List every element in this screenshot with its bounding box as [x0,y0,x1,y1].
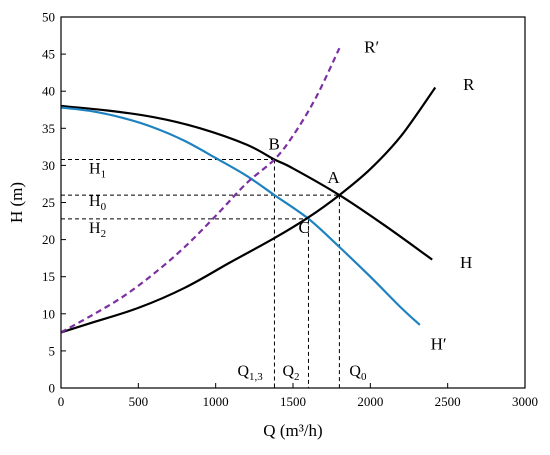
y-axis-label: H (m) [7,182,26,223]
point-label-C: C [298,218,309,237]
point-label-B: B [268,134,279,153]
curve-label-3: H′ [431,334,447,353]
plot-frame [60,16,526,389]
series-line-0 [60,104,433,261]
x-tick-label-0: 0 [58,394,65,409]
x-tick-label-6: 3000 [512,394,538,409]
curve-label-1: R [463,75,475,94]
x-axis-label: Q (m³/h) [263,421,322,440]
y-tick-label-4: 20 [42,232,55,247]
x-tick-label-4: 2000 [357,394,383,409]
y-tick-label-1: 5 [49,343,56,358]
curves [60,47,437,334]
y-tick-label-0: 0 [49,381,56,396]
x-tick-label-5: 2500 [435,394,461,409]
y-tick-label-3: 15 [42,269,55,284]
y-tick-label-10: 50 [42,10,55,25]
guide-label-h2: H2 [89,220,106,240]
point-label-A: A [327,168,340,187]
curve-label-2: H [460,253,472,272]
y-tick-label-8: 40 [42,84,55,99]
annotations: A B C H1 H0 H2 Q1,3 Q2 Q0 R′ R H H′ [89,38,475,383]
x-tick-label-2: 1000 [203,394,229,409]
series-line-2 [60,86,437,334]
q-label-1: Q2 [282,363,299,383]
series-line-3 [60,47,341,334]
y-tick-label-7: 35 [42,121,55,136]
guide-label-h0: H0 [89,193,107,213]
plot-area-border [60,16,526,389]
guide-lines [61,158,340,388]
series-line-1 [60,106,421,326]
x-tick-label-1: 500 [129,394,149,409]
y-tick-label-5: 25 [42,195,55,210]
y-tick-label-9: 45 [42,47,55,62]
x-tick-label-3: 1500 [280,394,306,409]
q-label-2: Q0 [349,363,367,383]
axis-ticks: 0 500 1000 1500 2000 2500 3000 0 5 10 15 20 25 30 35 40… [42,10,538,410]
y-tick-label-2: 10 [42,306,55,321]
y-tick-label-6: 30 [42,158,55,173]
q-label-0: Q1,3 [237,363,263,383]
curve-label-0: R′ [364,38,379,57]
guide-label-h1: H1 [89,160,106,180]
